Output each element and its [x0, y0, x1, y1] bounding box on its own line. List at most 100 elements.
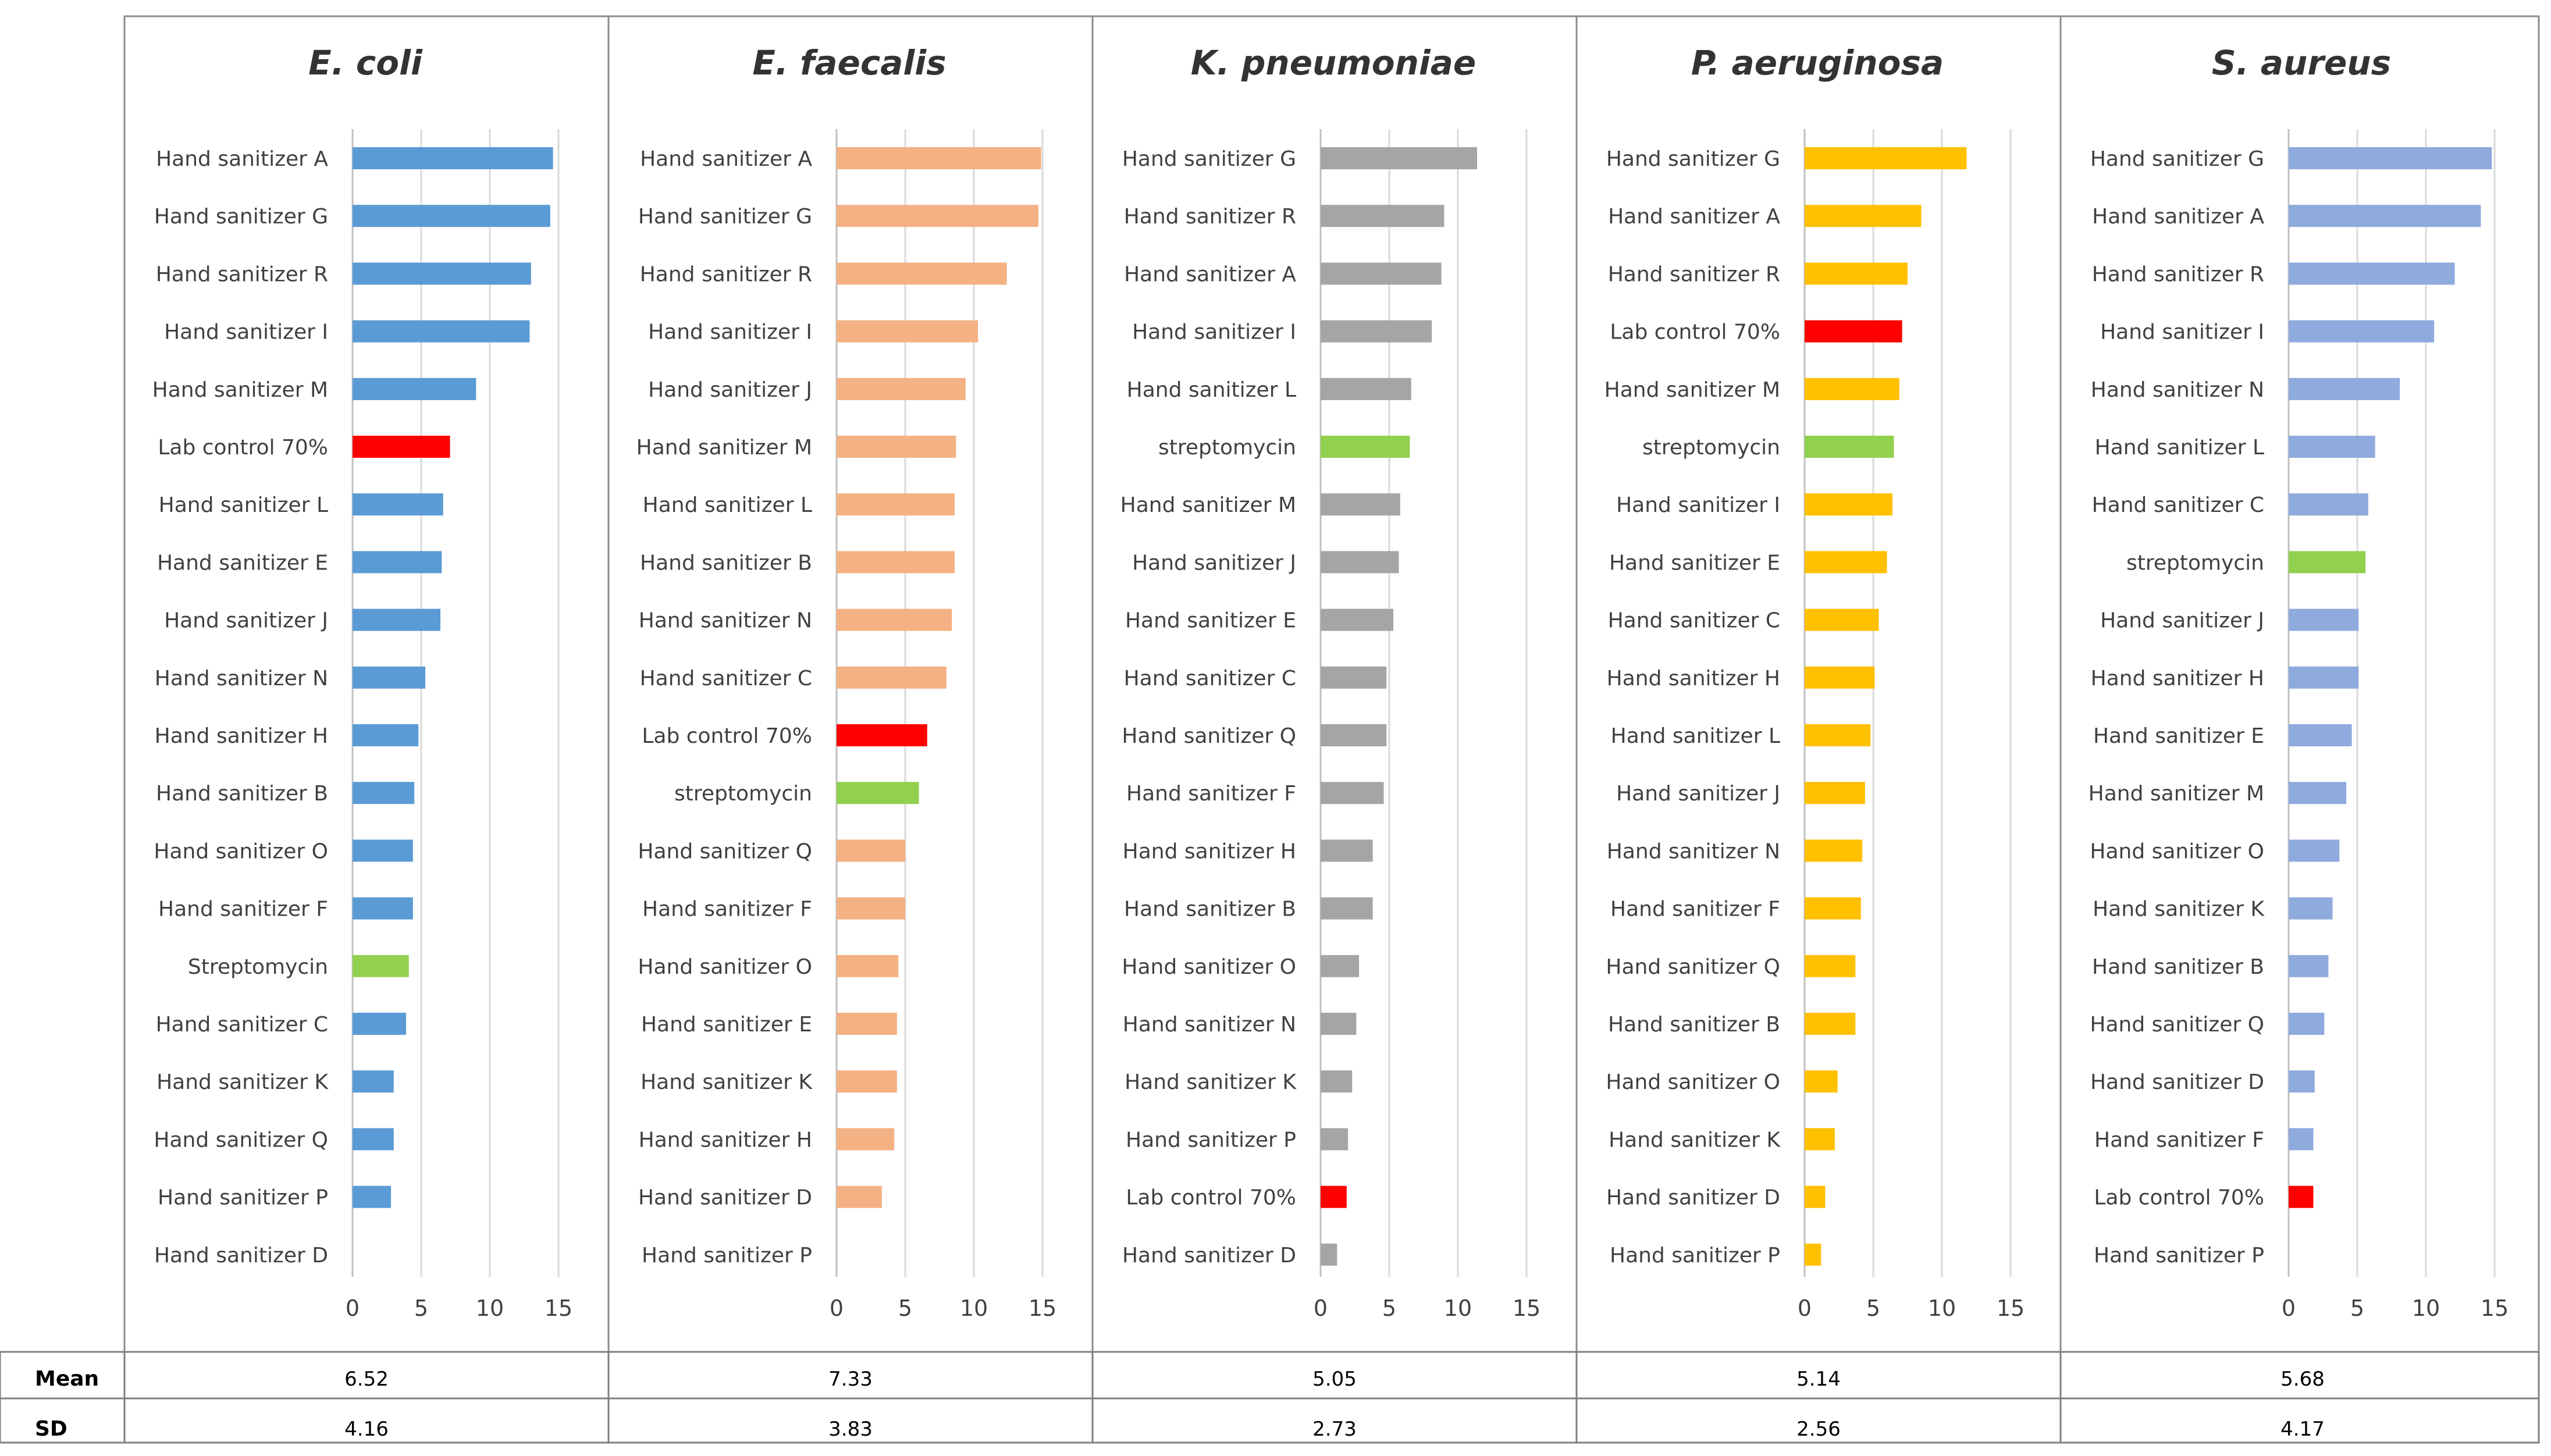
bar-e-coli-hand-sanitizer-r — [353, 262, 531, 285]
bar-e-faecalis-hand-sanitizer-l — [837, 493, 955, 516]
bar-p-aeruginosa-hand-sanitizer-e — [1805, 551, 1887, 574]
bar-p-aeruginosa-hand-sanitizer-n — [1805, 839, 1863, 862]
bar-s-aureus-hand-sanitizer-m — [2289, 782, 2347, 804]
bar-e-faecalis-hand-sanitizer-r — [837, 262, 1007, 285]
bar-p-aeruginosa-hand-sanitizer-g — [1805, 147, 1967, 169]
category-label-e-coli: Hand sanitizer B — [156, 782, 328, 806]
sd-value-e-faecalis: 3.83 — [828, 1418, 873, 1441]
bar-s-aureus-hand-sanitizer-g — [2289, 147, 2492, 169]
category-label-e-coli: Hand sanitizer M — [152, 378, 328, 402]
sd-value-s-aureus: 4.17 — [2280, 1418, 2325, 1441]
category-label-k-pneumoniae: Hand sanitizer D — [1122, 1244, 1296, 1268]
bar-s-aureus-hand-sanitizer-a — [2289, 205, 2481, 227]
category-label-s-aureus: Hand sanitizer D — [2090, 1070, 2264, 1094]
bar-s-aureus-hand-sanitizer-o — [2289, 839, 2340, 862]
category-label-p-aeruginosa: Hand sanitizer M — [1604, 378, 1780, 402]
category-label-p-aeruginosa: Hand sanitizer G — [1606, 147, 1780, 171]
category-label-k-pneumoniae: Hand sanitizer R — [1124, 205, 1296, 229]
bar-e-coli-hand-sanitizer-o — [353, 839, 413, 862]
stats-table-frame — [0, 1351, 2540, 1444]
category-label-e-coli: Hand sanitizer O — [154, 839, 328, 863]
bar-s-aureus-lab-control-70 — [2289, 1186, 2314, 1208]
category-label-k-pneumoniae: streptomycin — [1158, 436, 1296, 460]
bar-k-pneumoniae-hand-sanitizer-a — [1321, 262, 1442, 285]
category-label-s-aureus: streptomycin — [2126, 551, 2264, 575]
bar-p-aeruginosa-hand-sanitizer-h — [1805, 666, 1875, 689]
bar-s-aureus-hand-sanitizer-j — [2289, 608, 2359, 631]
x-tick-label-s-aureus: 15 — [2481, 1295, 2509, 1321]
bar-s-aureus-hand-sanitizer-h — [2289, 666, 2359, 689]
bar-e-faecalis-hand-sanitizer-j — [837, 378, 966, 400]
category-label-p-aeruginosa: Hand sanitizer J — [1616, 782, 1780, 806]
category-label-s-aureus: Hand sanitizer L — [2095, 436, 2264, 460]
bar-e-faecalis-lab-control-70 — [837, 724, 927, 746]
mean-value-k-pneumoniae: 5.05 — [1312, 1368, 1357, 1391]
category-label-s-aureus: Hand sanitizer F — [2094, 1128, 2264, 1152]
category-label-k-pneumoniae: Hand sanitizer L — [1127, 378, 1296, 402]
bar-k-pneumoniae-hand-sanitizer-h — [1321, 839, 1373, 862]
bar-e-faecalis-hand-sanitizer-q — [837, 839, 905, 862]
category-label-e-coli: Hand sanitizer Q — [154, 1128, 328, 1152]
panel-title-s-aureus: S. aureus — [2212, 43, 2391, 83]
bar-e-coli-hand-sanitizer-j — [353, 608, 441, 631]
mean-value-e-faecalis: 7.33 — [828, 1368, 873, 1391]
bar-p-aeruginosa-hand-sanitizer-c — [1805, 608, 1879, 631]
bar-k-pneumoniae-hand-sanitizer-p — [1321, 1128, 1349, 1151]
category-label-p-aeruginosa: streptomycin — [1642, 436, 1780, 460]
category-label-s-aureus: Hand sanitizer I — [2100, 321, 2264, 344]
category-label-e-coli: Hand sanitizer D — [154, 1244, 328, 1268]
bar-k-pneumoniae-hand-sanitizer-n — [1321, 1013, 1357, 1035]
bar-e-faecalis-hand-sanitizer-n — [837, 608, 952, 631]
category-label-e-faecalis: streptomycin — [674, 782, 812, 806]
bar-e-faecalis-hand-sanitizer-c — [837, 666, 947, 689]
bar-e-coli-hand-sanitizer-h — [353, 724, 419, 746]
category-label-s-aureus: Hand sanitizer N — [2091, 378, 2264, 402]
category-label-e-faecalis: Hand sanitizer A — [640, 147, 812, 171]
category-label-e-coli: Hand sanitizer F — [158, 898, 328, 921]
category-label-p-aeruginosa: Hand sanitizer I — [1616, 493, 1780, 517]
category-label-k-pneumoniae: Hand sanitizer I — [1132, 321, 1296, 344]
bar-k-pneumoniae-hand-sanitizer-b — [1321, 897, 1373, 920]
x-tick-label-p-aeruginosa: 15 — [1997, 1295, 2025, 1321]
bar-s-aureus-hand-sanitizer-b — [2289, 955, 2329, 977]
bar-s-aureus-hand-sanitizer-e — [2289, 724, 2352, 746]
category-label-k-pneumoniae: Hand sanitizer H — [1123, 839, 1296, 863]
bar-e-faecalis-hand-sanitizer-h — [837, 1128, 895, 1151]
category-label-e-coli: Hand sanitizer C — [156, 1013, 328, 1037]
category-label-s-aureus: Hand sanitizer B — [2092, 955, 2264, 979]
x-tick-label-e-faecalis: 15 — [1029, 1295, 1056, 1321]
category-label-e-coli: Lab control 70% — [158, 436, 328, 460]
bar-e-faecalis-hand-sanitizer-g — [837, 205, 1038, 227]
bar-e-coli-hand-sanitizer-q — [353, 1128, 394, 1151]
category-label-e-coli: Hand sanitizer G — [154, 205, 328, 229]
x-tick-label-e-coli: 0 — [346, 1295, 360, 1321]
category-label-s-aureus: Hand sanitizer M — [2089, 782, 2264, 806]
bar-e-coli-hand-sanitizer-b — [353, 782, 415, 804]
category-label-e-faecalis: Hand sanitizer B — [640, 551, 812, 575]
category-label-e-faecalis: Hand sanitizer C — [640, 667, 812, 690]
bar-e-faecalis-hand-sanitizer-f — [837, 897, 905, 920]
category-label-p-aeruginosa: Hand sanitizer Q — [1606, 955, 1780, 979]
category-label-e-faecalis: Hand sanitizer F — [642, 898, 812, 921]
category-label-p-aeruginosa: Hand sanitizer E — [1609, 551, 1780, 575]
bar-s-aureus-hand-sanitizer-n — [2289, 378, 2400, 400]
category-label-k-pneumoniae: Hand sanitizer J — [1132, 551, 1296, 575]
category-label-s-aureus: Lab control 70% — [2094, 1186, 2264, 1210]
bar-k-pneumoniae-hand-sanitizer-f — [1321, 782, 1384, 804]
x-tick-label-s-aureus: 5 — [2350, 1295, 2364, 1321]
x-tick-label-p-aeruginosa: 10 — [1928, 1295, 1956, 1321]
bar-e-coli-hand-sanitizer-c — [353, 1013, 407, 1035]
category-label-k-pneumoniae: Hand sanitizer N — [1123, 1013, 1296, 1037]
bar-e-faecalis-hand-sanitizer-o — [837, 955, 899, 977]
bar-k-pneumoniae-hand-sanitizer-q — [1321, 724, 1387, 746]
bar-k-pneumoniae-hand-sanitizer-l — [1321, 378, 1411, 400]
bar-s-aureus-hand-sanitizer-d — [2289, 1070, 2315, 1093]
category-label-e-faecalis: Hand sanitizer I — [648, 321, 812, 344]
category-label-p-aeruginosa: Hand sanitizer N — [1607, 839, 1780, 863]
x-tick-label-e-faecalis: 5 — [898, 1295, 912, 1321]
category-label-e-faecalis: Hand sanitizer Q — [638, 839, 812, 863]
x-tick-label-k-pneumoniae: 10 — [1444, 1295, 1472, 1321]
sd-value-k-pneumoniae: 2.73 — [1312, 1418, 1357, 1441]
bar-e-coli-hand-sanitizer-n — [353, 666, 426, 689]
